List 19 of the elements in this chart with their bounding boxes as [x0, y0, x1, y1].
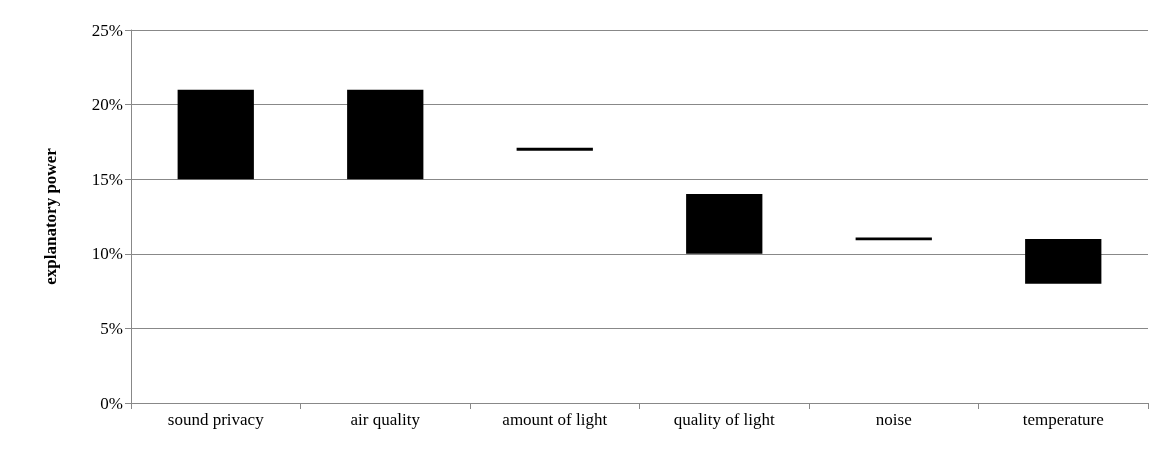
bar	[855, 237, 932, 241]
bar	[686, 194, 763, 254]
y-tick-label: 15%	[91, 169, 123, 189]
bar	[516, 147, 593, 151]
x-tick-label: noise	[875, 410, 912, 429]
y-tick-label: 10%	[91, 244, 123, 264]
bar	[1025, 238, 1102, 284]
x-tick-label: quality of light	[673, 410, 776, 429]
x-tick-label: temperature	[1022, 410, 1104, 429]
x-tick-label: air quality	[350, 410, 421, 429]
y-tick-label: 0%	[100, 393, 123, 413]
x-tick-label: amount of light	[502, 410, 608, 429]
bar	[177, 89, 254, 180]
x-tick-label: sound privacy	[167, 410, 265, 429]
y-tick-label: 25%	[91, 20, 123, 40]
y-tick-label: 20%	[91, 95, 123, 115]
y-tick-label: 5%	[100, 318, 123, 338]
y-axis-title: explanatory power	[41, 147, 60, 285]
bar	[347, 89, 424, 180]
